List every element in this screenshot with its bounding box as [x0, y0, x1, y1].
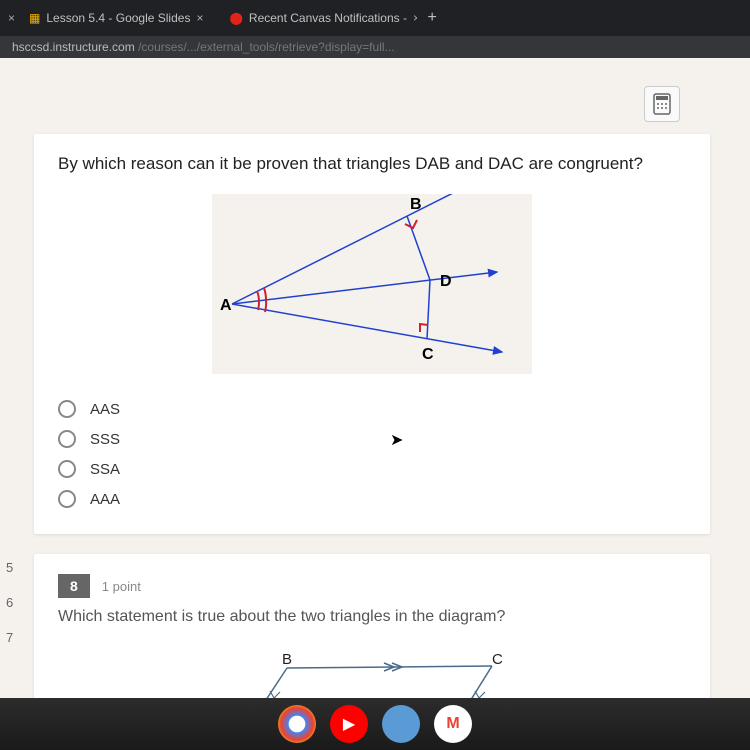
screen: × ▦ Lesson 5.4 - Google Slides × ⬤ Recen…: [0, 0, 750, 750]
new-tab-button[interactable]: +: [419, 9, 444, 27]
option-aas[interactable]: AAS: [58, 394, 686, 424]
app-icon[interactable]: [382, 705, 420, 743]
question-card-7: By which reason can it be proven that tr…: [34, 134, 710, 534]
tab-label: Recent Canvas Notifications -: [249, 11, 407, 25]
answer-options: AAS SSS SSA AAA: [58, 394, 686, 514]
slides-icon: ▦: [29, 11, 40, 25]
calculator-icon: [652, 93, 672, 115]
svg-text:C: C: [492, 651, 503, 668]
svg-text:D: D: [440, 273, 452, 290]
youtube-icon[interactable]: ▶: [330, 705, 368, 743]
nav-item[interactable]: 7: [6, 630, 13, 645]
chrome-icon[interactable]: [278, 705, 316, 743]
radio-button[interactable]: [58, 430, 76, 448]
url-bar[interactable]: hsccsd.instructure.com /courses/.../exte…: [0, 36, 750, 58]
question-prompt: Which statement is true about the two tr…: [58, 608, 686, 626]
triangle-diagram: A B D C: [212, 194, 532, 374]
question-card-8: 8 1 point Which statement is true about …: [34, 554, 710, 698]
question-nav: 5 6 7: [0, 560, 13, 645]
close-icon[interactable]: ×: [8, 11, 15, 25]
triangle-diagram-2: B C: [162, 646, 582, 698]
tab-label: Lesson 5.4 - Google Slides: [46, 11, 190, 25]
question-number: 8: [58, 574, 90, 598]
radio-button[interactable]: [58, 490, 76, 508]
question-header: 8 1 point: [58, 574, 686, 598]
option-label: AAS: [90, 401, 120, 418]
nav-item[interactable]: 5: [6, 560, 13, 575]
option-aaa[interactable]: AAA: [58, 484, 686, 514]
svg-text:A: A: [220, 297, 232, 314]
url-host: hsccsd.instructure.com: [12, 40, 135, 54]
browser-tabstrip: × ▦ Lesson 5.4 - Google Slides × ⬤ Recen…: [0, 0, 750, 36]
radio-button[interactable]: [58, 400, 76, 418]
option-label: AAA: [90, 491, 120, 508]
tab-slides[interactable]: ▦ Lesson 5.4 - Google Slides ×: [17, 5, 215, 31]
svg-text:C: C: [422, 346, 434, 363]
option-sss[interactable]: SSS: [58, 424, 686, 454]
page-content: By which reason can it be proven that tr…: [0, 58, 750, 698]
nav-item[interactable]: 6: [6, 595, 13, 610]
option-label: SSA: [90, 461, 120, 478]
svg-text:B: B: [282, 651, 292, 668]
url-path: /courses/.../external_tools/retrieve?dis…: [138, 40, 394, 54]
gmail-icon[interactable]: M: [434, 705, 472, 743]
question-points: 1 point: [102, 579, 141, 594]
quiz-toolbar: [10, 78, 720, 134]
close-icon[interactable]: ×: [196, 11, 203, 25]
calculator-button[interactable]: [644, 86, 680, 122]
option-label: SSS: [90, 431, 120, 448]
question-prompt: By which reason can it be proven that tr…: [58, 154, 686, 174]
taskbar: ▶ M: [0, 698, 750, 750]
svg-text:B: B: [410, 196, 422, 213]
radio-button[interactable]: [58, 460, 76, 478]
canvas-icon: ⬤: [229, 11, 242, 25]
close-icon[interactable]: ×: [413, 11, 417, 25]
option-ssa[interactable]: SSA: [58, 454, 686, 484]
tab-canvas[interactable]: ⬤ Recent Canvas Notifications - ×: [217, 5, 417, 31]
